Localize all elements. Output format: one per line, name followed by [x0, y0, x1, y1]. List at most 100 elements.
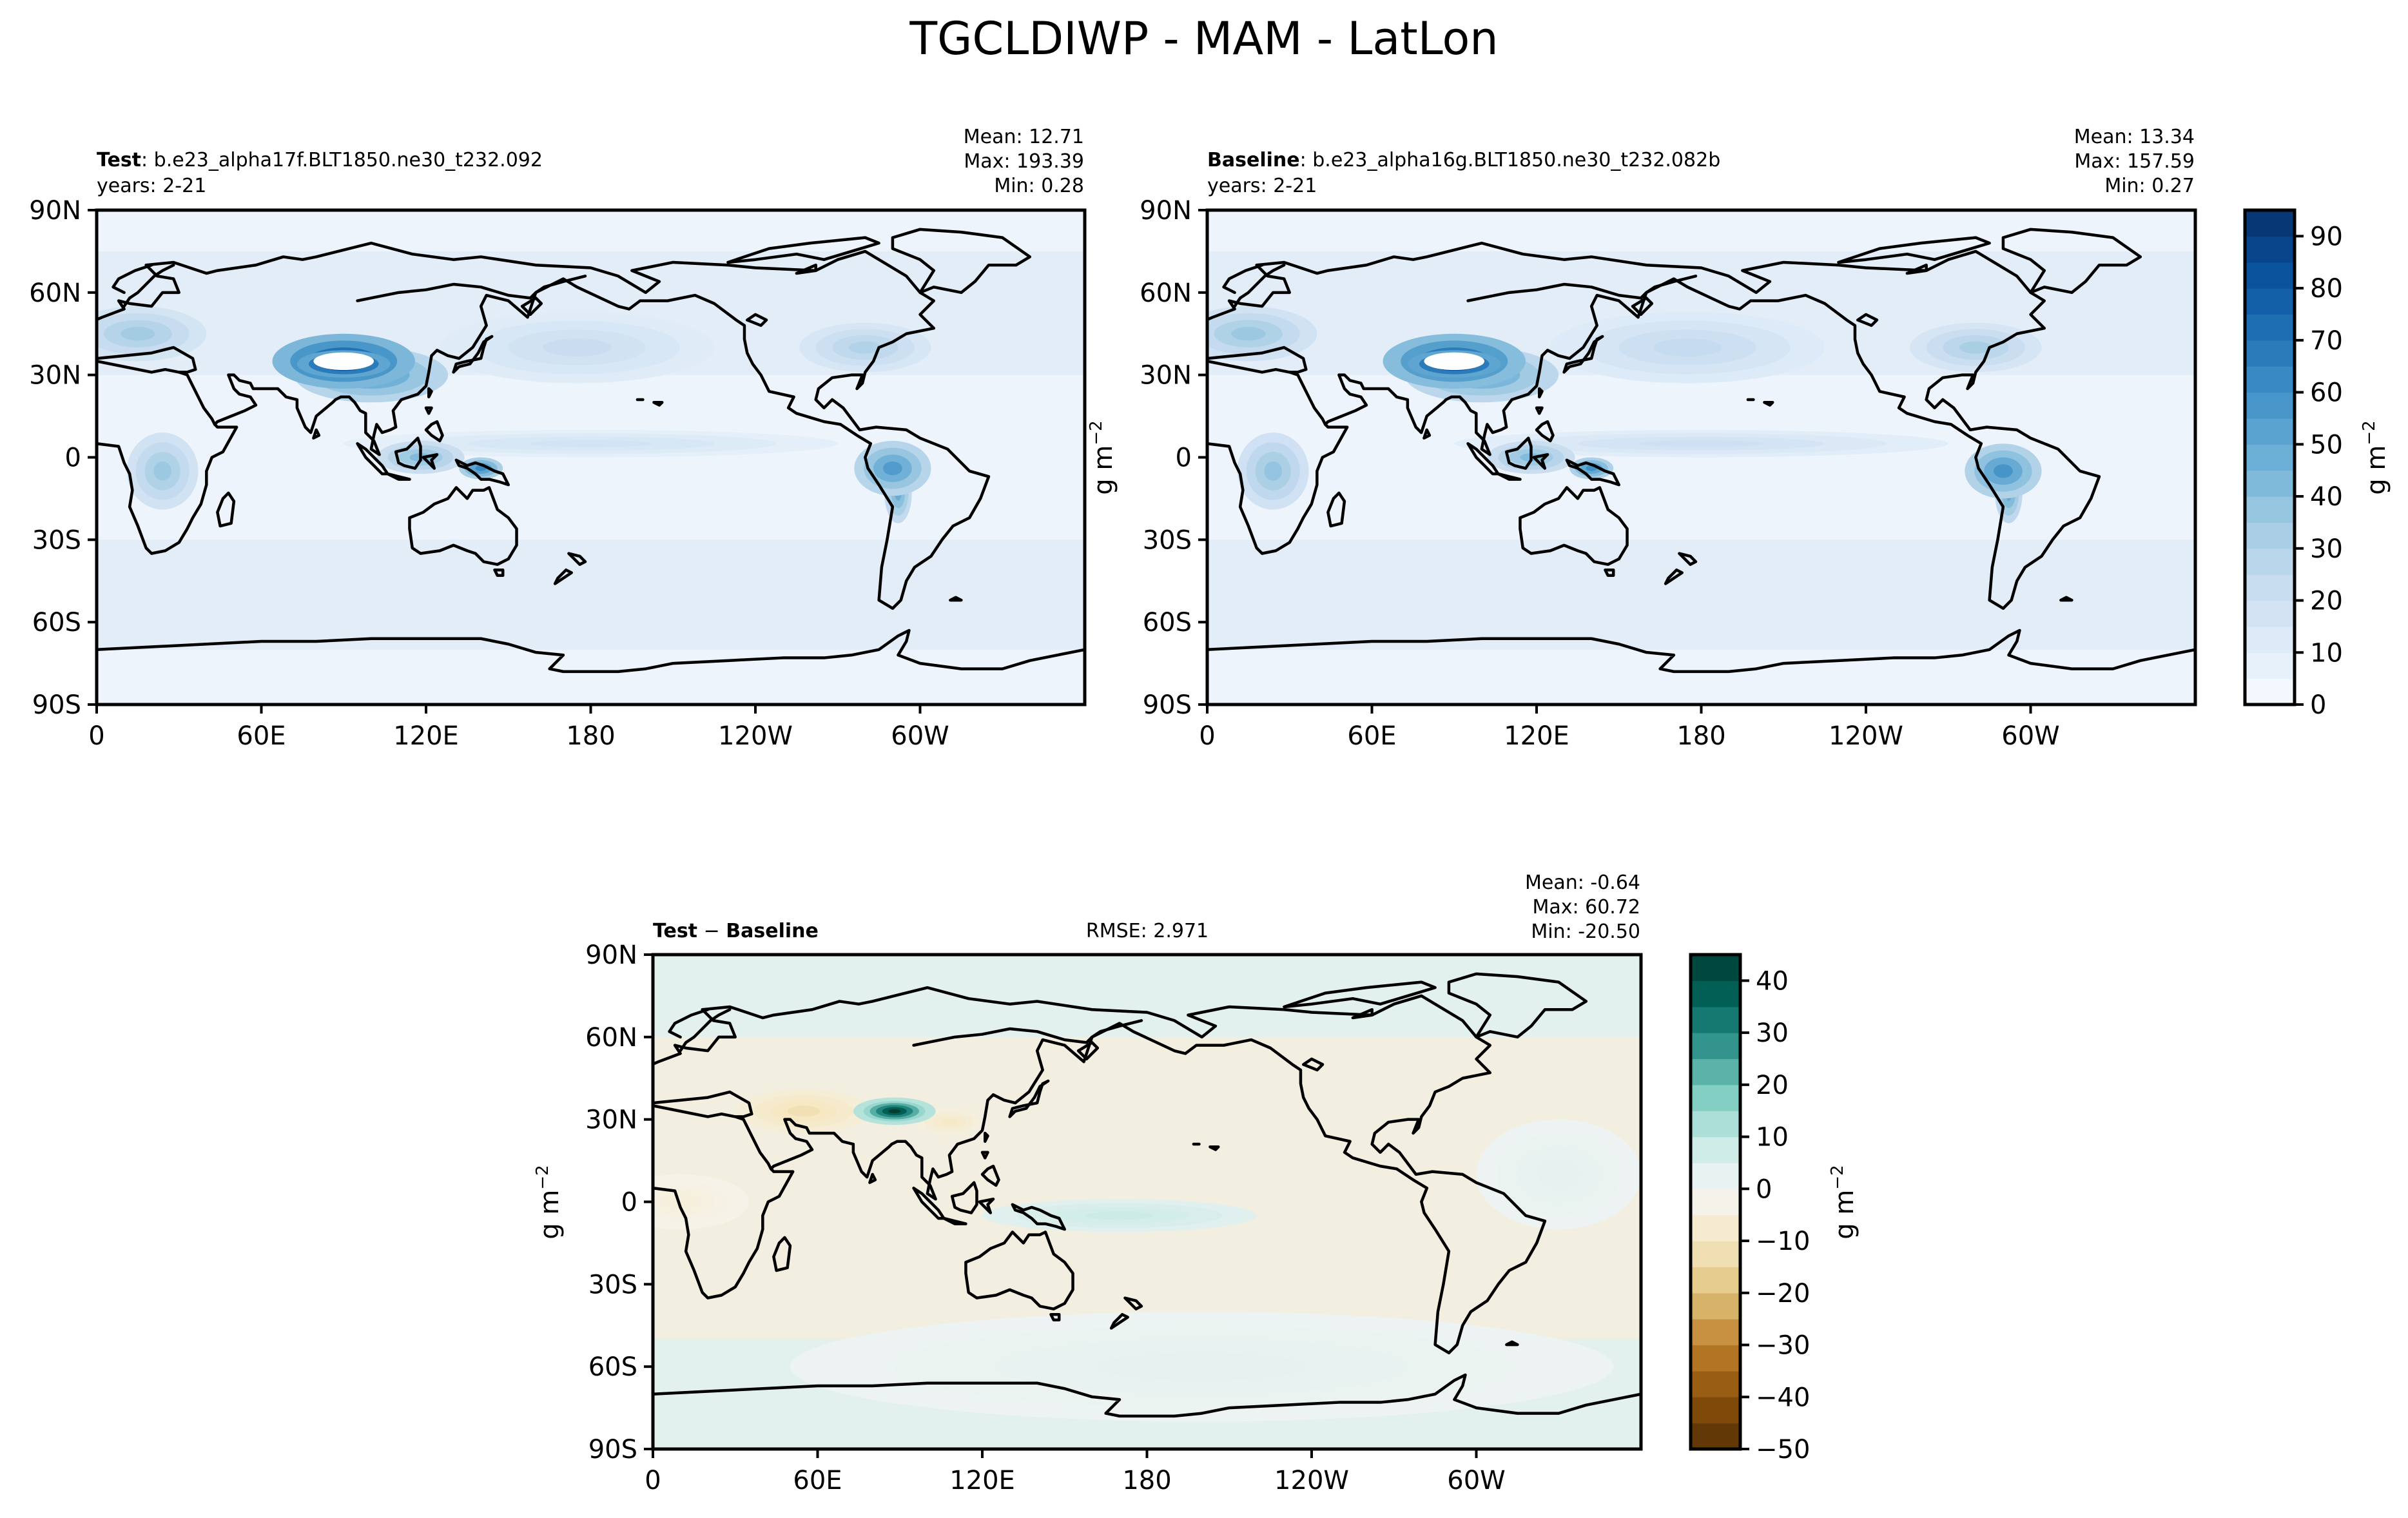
colorbar-level [1691, 1241, 1740, 1268]
colorbar-tick-label: −40 [1756, 1383, 1810, 1412]
field-saturation [1424, 352, 1485, 370]
baseline-mean: Mean: 13.34 [2074, 126, 2195, 148]
x-tick-label: 180 [1676, 721, 1725, 751]
y-tick-label: 0 [621, 1188, 637, 1218]
baseline-ylabel: g m−2 [1087, 420, 1118, 494]
baseline-max: Max: 157.59 [2074, 150, 2195, 173]
y-tick-label: 0 [65, 443, 81, 473]
diff-field [653, 955, 1641, 1449]
colorbar-tick-label: −10 [1756, 1227, 1810, 1256]
colorbar-diff-ticks: −50 −40 −30 −20 −10 0 10 20 30 40 [1740, 966, 1810, 1464]
colorbar-diff-frame [1689, 953, 1742, 1451]
y-tick-label: 30S [1143, 525, 1192, 555]
colorbar-tick-label: 30 [1756, 1018, 1789, 1048]
x-tick-label: 180 [1122, 1466, 1171, 1495]
field-saturation [313, 352, 374, 370]
colorbar-level [2245, 262, 2295, 289]
colorbar-tick-label: −50 [1756, 1435, 1810, 1464]
x-tick-label: 120W [1274, 1466, 1349, 1495]
y-tick-label: 90N [29, 196, 81, 226]
test-axis-ticks: 0 60E 120E 180 120W 60W 90N 60N 30N 0 30S 60S 90S [29, 196, 949, 751]
panel-test: Test: b.e23_alpha17f.BLT1850.ne30_t232.0… [29, 126, 1087, 751]
colorbar-level [1691, 1345, 1740, 1372]
test-max: Max: 193.39 [964, 150, 1084, 173]
x-tick-label: 60E [1347, 721, 1396, 751]
svg-text:Test − Baseline: Test − Baseline [653, 920, 819, 942]
field-band [97, 540, 1085, 650]
colorbar-level [2245, 314, 2295, 341]
x-tick-label: 120E [949, 1466, 1015, 1495]
colorbar-diff: −50 −40 −30 −20 −10 0 10 20 30 40 g m−2 [1689, 953, 1859, 1464]
colorbar-level [2245, 418, 2295, 445]
y-tick-label: 60S [588, 1352, 637, 1382]
x-tick-label: 0 [88, 721, 104, 751]
panel-baseline: Baseline: b.e23_alpha16g.BLT1850.ne30_t2… [1087, 126, 2197, 751]
y-tick-label: 0 [1176, 443, 1192, 473]
y-tick-label: 60N [1140, 278, 1192, 308]
baseline-label-bold: Baseline [1207, 149, 1300, 171]
baseline-years: years: 2-21 [1207, 175, 1317, 197]
colorbar-tick-label: −20 [1756, 1279, 1810, 1309]
y-tick-label: 90S [588, 1435, 637, 1464]
field-contour [153, 461, 172, 481]
y-tick-label: 60N [585, 1023, 637, 1053]
colorbar-level [2245, 496, 2295, 523]
diff-ylabel: g m−2 [533, 1165, 565, 1239]
colorbar-level [2245, 366, 2295, 393]
x-tick-label: 60E [237, 721, 286, 751]
y-tick-label: 60S [32, 608, 81, 637]
colorbar-tick-label: 40 [1756, 966, 1789, 996]
colorbar-blues-ticks: 0 10 20 30 40 50 60 70 80 90 [2295, 222, 2343, 720]
field-contour [1098, 1352, 1305, 1381]
x-tick-label: 120E [1504, 721, 1569, 751]
baseline-map [1207, 210, 2195, 705]
colorbar-level [2245, 288, 2295, 315]
colorbar-level [1691, 1189, 1740, 1216]
colorbar-tick-label: 90 [2310, 222, 2343, 251]
x-tick-label: 120W [1829, 721, 1903, 751]
colorbar-blues-frame [2243, 208, 2296, 706]
field-contour [1653, 338, 1722, 356]
panel-difference: Test − Baseline RMSE: 2.971 Mean: -0.64 … [533, 871, 1643, 1495]
colorbar-level [1691, 1033, 1740, 1060]
colorbar-level [2245, 652, 2295, 679]
colorbar-tick-label: 50 [2310, 430, 2343, 460]
x-tick-label: 60E [793, 1466, 842, 1495]
field-contour [941, 1118, 958, 1126]
svg-text:Baseline: b.e23_alpha16g.BLT18: Baseline: b.e23_alpha16g.BLT1850.ne30_t2… [1207, 149, 1720, 171]
colorbar-level [1691, 1058, 1740, 1085]
colorbar-level [1691, 980, 1740, 1007]
baseline-axis-ticks: 0 60E 120E 180 120W 60W 90N 60N 30N 0 30S 60S 90S [1140, 196, 2060, 751]
baseline-label-rest: : b.e23_alpha16g.BLT1850.ne30_t232.082b [1300, 149, 1721, 171]
y-tick-label: 90S [1143, 690, 1192, 720]
field-contour [787, 1105, 820, 1117]
field-band [1207, 540, 2195, 650]
colorbar-level [1691, 1370, 1740, 1397]
colorbar-level [1691, 1136, 1740, 1163]
y-tick-label: 30N [29, 361, 81, 391]
test-years: years: 2-21 [97, 175, 206, 197]
colorbar-level [1691, 1423, 1740, 1450]
diff-mean: Mean: -0.64 [1525, 871, 1640, 894]
colorbar-blues-label: g m−2 [2360, 420, 2391, 494]
field-contour [542, 338, 612, 356]
x-tick-label: 60W [1447, 1466, 1505, 1495]
test-mean: Mean: 12.71 [964, 126, 1084, 148]
field-contour [848, 341, 882, 354]
x-tick-label: 60W [891, 721, 949, 751]
colorbar-level [2245, 210, 2295, 237]
y-tick-label: 30N [585, 1105, 637, 1135]
diff-max: Max: 60.72 [1532, 896, 1640, 919]
colorbar-level [2245, 574, 2295, 601]
figure-title: TGCLDIWP - MAM - LatLon [909, 12, 1498, 65]
colorbar-level [2245, 444, 2295, 471]
colorbar-level [2245, 236, 2295, 263]
field-contour [1085, 1211, 1154, 1220]
colorbar-level [2245, 626, 2295, 653]
x-tick-label: 0 [645, 1466, 661, 1495]
y-tick-label: 30N [1140, 361, 1192, 391]
colorbar-tick-label: 20 [1756, 1071, 1789, 1100]
colorbar-tick-label: 40 [2310, 482, 2343, 512]
y-tick-label: 90S [32, 690, 81, 720]
field-contour [1538, 1160, 1580, 1189]
